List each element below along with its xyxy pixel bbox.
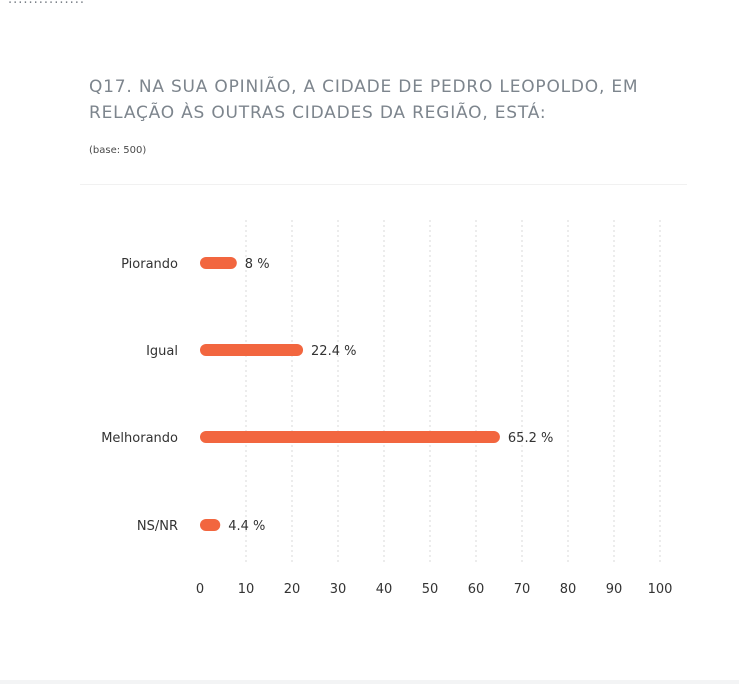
x-tick-label: 70 [514, 582, 531, 597]
x-tick-label: 60 [468, 582, 485, 597]
x-tick-label: 100 [648, 582, 673, 597]
x-tick-label: 50 [422, 582, 439, 597]
value-label: 8 % [245, 257, 270, 272]
x-tick-label: 80 [560, 582, 577, 597]
grid-lines [245, 220, 661, 565]
question-title: Q17. NA SUA OPINIÃO, A CIDADE DE PEDRO L… [89, 77, 639, 123]
bar [200, 519, 221, 531]
value-label: 65.2 % [508, 431, 553, 446]
x-tick-label: 30 [330, 582, 347, 597]
x-tick-label: 20 [284, 582, 301, 597]
bar [200, 257, 237, 269]
x-tick-label: 10 [238, 582, 255, 597]
category-label: NS/NR [137, 519, 178, 534]
x-tick-label: 90 [606, 582, 623, 597]
bars [200, 257, 500, 531]
x-tick-label: 40 [376, 582, 393, 597]
value-label: 4.4 % [228, 519, 265, 534]
sample-base-note: (base: 500) [89, 145, 147, 156]
bottom-rule [0, 680, 739, 684]
category-labels: Piorando Igual Melhorando NS/NR [101, 257, 178, 534]
category-label: Piorando [121, 257, 178, 272]
x-tick-label: 0 [196, 582, 204, 597]
category-label: Igual [146, 344, 178, 359]
value-label: 22.4 % [311, 344, 356, 359]
value-labels: 8 % 22.4 % 65.2 % 4.4 % [228, 257, 553, 534]
bar [200, 344, 304, 356]
x-axis-tick-labels: 0 10 20 30 40 50 60 70 80 90 100 [196, 582, 673, 597]
bar [200, 431, 500, 443]
category-label: Melhorando [101, 431, 178, 446]
cropped-header-fragment: ............... [8, 0, 85, 7]
title-divider [80, 184, 687, 185]
